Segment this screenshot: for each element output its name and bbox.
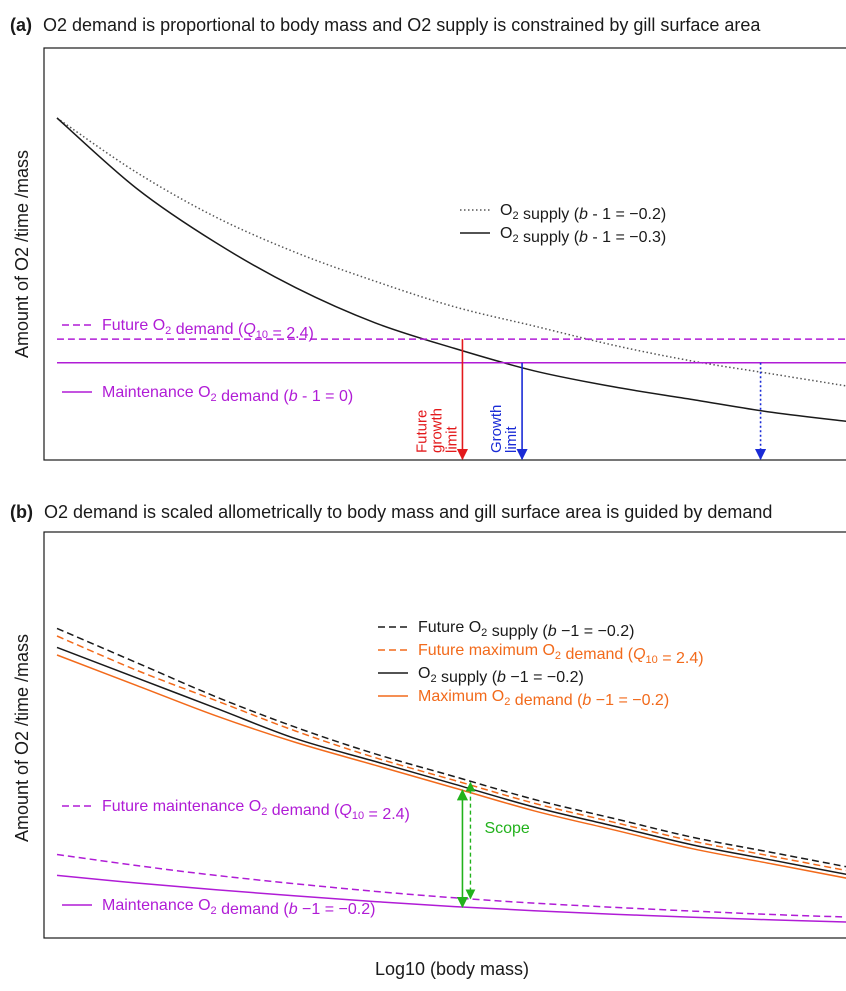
series-line-maintenance-o2-demand-b-1-0-2	[56, 874, 846, 923]
legend-label: Future maintenance O2 demand (Q10 = 2.4)	[102, 798, 410, 823]
marker-label-growth-limit-1: Growth	[488, 405, 505, 453]
legend-entry-maintenance-o2-demand-b-1-0: Maintenance O2 demand (b - 1 = 0)	[62, 384, 353, 405]
legend-entry-o2-supply-b-1-0-2: O2 supply (b −1 = −0.2)	[378, 665, 584, 686]
marker-label-future-growth-limit-3: limit	[443, 426, 460, 453]
legend-entry-o2-supply-b-1-0-3: O2 supply (b - 1 = −0.3)	[460, 225, 666, 246]
legend-entry-future-maintenance-o2-demand-q10-2-4: Future maintenance O2 demand (Q10 = 2.4)	[62, 798, 410, 823]
panel-a-title: O2 demand is proportional to body mass a…	[43, 15, 761, 35]
legend-label: O2 supply (b - 1 = −0.2)	[500, 202, 666, 223]
legend-entry-maintenance-o2-demand-b-1-0-2: Maintenance O2 demand (b −1 = −0.2)	[62, 897, 375, 918]
series-line-future-o2-supply-b-1-0-2	[56, 627, 846, 868]
legend-entry-maximum-o2-demand-b-1-0-2: Maximum O2 demand (b −1 = −0.2)	[378, 688, 669, 709]
marker-label-future-growth-limit-1: Future	[413, 410, 430, 453]
series-line-future-maximum-o2-demand-q10-2-4	[56, 635, 846, 872]
series-line-o2-supply-b-1-0-3	[56, 117, 846, 423]
legend-label: O2 supply (b - 1 = −0.3)	[500, 225, 666, 246]
series-line-o2-supply-b-1-0-2	[56, 117, 846, 387]
svg-text:(b) O2 demand is scaled: (b) O2 demand is scaled allometrically t…	[10, 502, 772, 522]
legend-entry-future-o2-demand-q10-2-4: Future O2 demand (Q10 = 2.4)	[62, 317, 314, 342]
marker-label-growth-limit-2: limit	[503, 426, 520, 453]
legend-label: Future O2 demand (Q10 = 2.4)	[102, 317, 314, 342]
scope-label: Scope	[484, 820, 529, 837]
panel-b-annotations: Scope	[456, 781, 530, 909]
legend-entry-o2-supply-b-1-0-2: O2 supply (b - 1 = −0.2)	[460, 202, 666, 223]
legend-label: O2 supply (b −1 = −0.2)	[418, 665, 584, 686]
panel-b: (b) O2 demand is scaled allometrically t…	[10, 502, 846, 979]
svg-text:(a) O2 demand is proport: (a) O2 demand is proportional to body ma…	[10, 15, 761, 35]
panel-b-series	[56, 627, 846, 923]
panel-a: (a) O2 demand is proportional to body ma…	[10, 15, 846, 461]
legend-label: Future O2 supply (b −1 = −0.2)	[418, 619, 634, 640]
panel-b-plot-frame	[43, 531, 846, 939]
legend-label: Future maximum O2 demand (Q10 = 2.4)	[418, 642, 704, 667]
legend-label: Maintenance O2 demand (b - 1 = 0)	[102, 384, 353, 405]
panel-a-letter: (a)	[10, 15, 32, 35]
panel-b-title: O2 demand is scaled allometrically to bo…	[44, 502, 772, 522]
legend-label: Maintenance O2 demand (b −1 = −0.2)	[102, 897, 375, 918]
panel-a-series	[56, 117, 846, 423]
panel-b-x-axis-label: Log10 (body mass)	[375, 959, 529, 979]
panel-b-legend: Future O2 supply (b −1 = −0.2)Future max…	[62, 619, 704, 918]
panel-a-y-axis-label: Amount of O2 /time /mass	[12, 150, 32, 358]
panel-b-y-axis-label: Amount of O2 /time /mass	[12, 634, 32, 842]
marker-label-future-growth-limit-2: growth	[428, 408, 445, 453]
panel-a-legend: O2 supply (b - 1 = −0.2)O2 supply (b - 1…	[62, 202, 666, 405]
panel-b-letter: (b)	[10, 502, 33, 522]
series-line-future-maintenance-o2-demand-q10-2-4	[56, 853, 846, 918]
legend-entry-future-o2-supply-b-1-0-2: Future O2 supply (b −1 = −0.2)	[378, 619, 634, 640]
legend-label: Maximum O2 demand (b −1 = −0.2)	[418, 688, 669, 709]
legend-entry-future-maximum-o2-demand-q10-2-4: Future maximum O2 demand (Q10 = 2.4)	[378, 642, 704, 667]
series-line-o2-supply-b-1-0-2	[56, 646, 846, 876]
series-line-maximum-o2-demand-b-1-0-2	[56, 654, 846, 879]
